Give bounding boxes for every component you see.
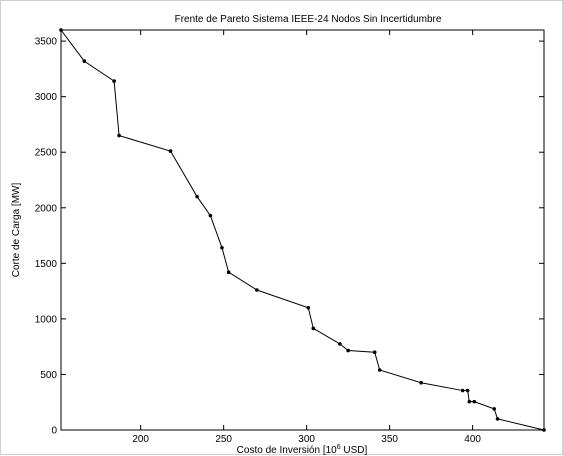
pareto-point [208,213,213,218]
pareto-point [338,342,342,346]
plot-area [60,29,545,431]
y-tick-label: 1000 [35,314,58,325]
pareto-point [311,326,316,331]
chart-title: Frente de Pareto Sistema IEEE-24 Nodos S… [175,14,442,25]
pareto-point [372,350,377,355]
y-tick-label: 0 [51,426,57,437]
x-tick-label: 300 [298,434,315,445]
pareto-point [465,388,470,393]
pareto-point [82,59,87,63]
y-tick-label: 3000 [35,92,58,103]
pareto-point [346,348,350,353]
pareto-point [255,288,259,292]
pareto-point [467,399,472,404]
x-axis-label-superscript: 6 [337,444,341,451]
pareto-point [117,133,121,138]
pareto-point [460,388,465,393]
pareto-point [492,407,497,411]
pareto-point [59,28,63,32]
x-axis-label: Costo de Inversión [106 USD] [237,444,368,456]
pareto-point [112,79,116,83]
series-layer [59,28,546,432]
x-tick-label: 350 [381,434,398,445]
pareto-point [472,399,477,404]
y-axis-label: Corte de Carga [MW] [11,183,22,278]
pareto-point [306,305,311,310]
y-tick-label: 3500 [35,37,58,48]
x-tick-label: 400 [464,434,481,445]
x-tick-label: 200 [132,434,149,445]
y-tick-label: 500 [40,370,57,381]
y-tick-label: 2000 [35,203,58,214]
pareto-point [542,428,546,432]
pareto-point [377,368,382,372]
pareto-point [495,417,500,421]
pareto-point [226,270,231,275]
pareto-point [220,245,224,250]
pareto-point [419,380,423,385]
y-tick-label: 1500 [35,259,58,270]
x-axis-label-suffix: USD] [341,445,368,456]
x-axis: 200 250 300 350 400 [132,30,481,445]
pareto-point [168,149,173,153]
x-tick-label: 250 [215,434,232,445]
y-axis: 0 500 1000 1500 2000 2500 3000 3500 [35,37,544,437]
pareto-point [195,194,199,199]
y-tick-label: 2500 [35,148,58,159]
x-axis-label-prefix: Costo de Inversión [10 [237,445,337,456]
